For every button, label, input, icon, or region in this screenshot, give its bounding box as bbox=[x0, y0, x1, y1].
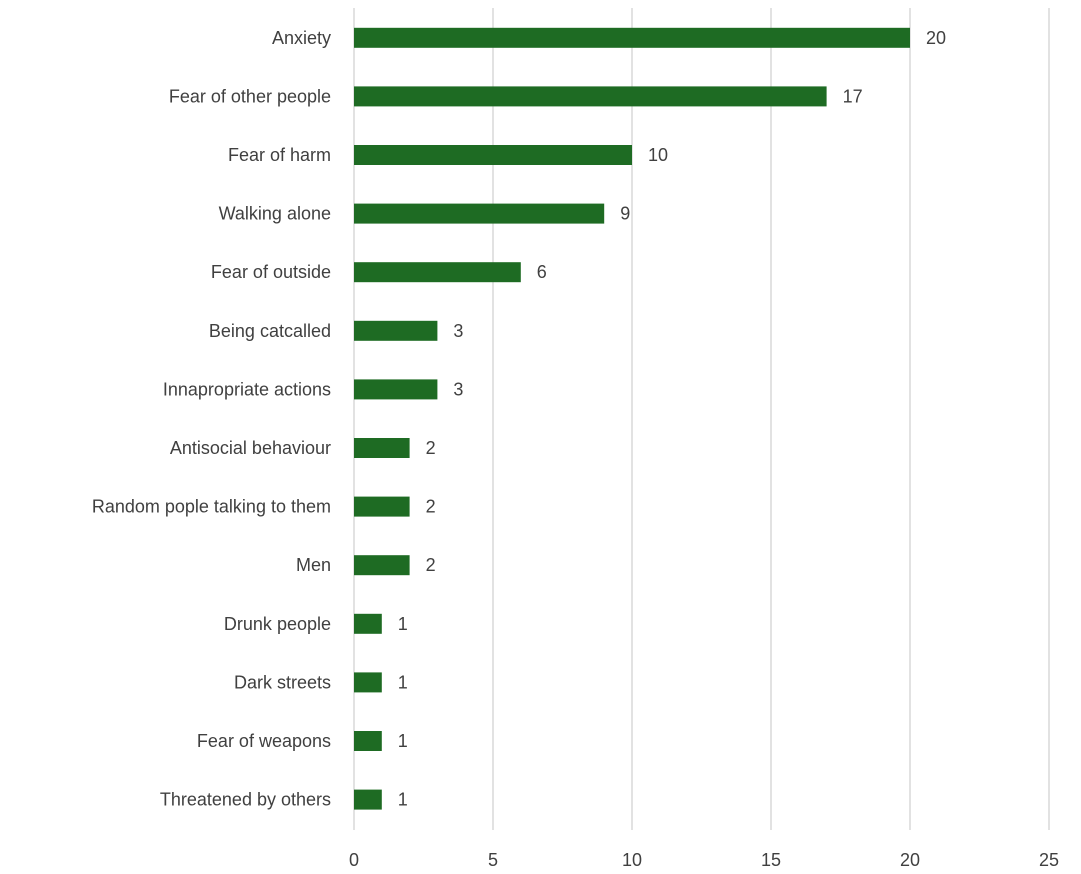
data-label: 1 bbox=[398, 614, 408, 634]
data-label: 1 bbox=[398, 672, 408, 692]
bar-4 bbox=[354, 262, 521, 283]
bar-9 bbox=[354, 555, 410, 576]
bar-1 bbox=[354, 86, 827, 107]
category-labels: Anxiety Fear of other people Fear of harm W… bbox=[92, 28, 331, 810]
bar-11 bbox=[354, 672, 382, 693]
bar-6 bbox=[354, 379, 438, 400]
category-label: Dark streets bbox=[234, 672, 331, 692]
bar-2 bbox=[354, 145, 632, 165]
data-label: 20 bbox=[926, 28, 946, 48]
category-label: Men bbox=[296, 555, 331, 575]
category-label: Threatened by others bbox=[160, 790, 331, 810]
category-label: Fear of harm bbox=[228, 145, 331, 165]
bar-8 bbox=[354, 496, 410, 517]
data-label: 17 bbox=[843, 86, 863, 106]
x-tick-label: 20 bbox=[900, 850, 920, 869]
bar-5 bbox=[354, 320, 438, 341]
category-label: Innapropriate actions bbox=[163, 379, 331, 399]
category-label: Walking alone bbox=[219, 204, 331, 224]
data-label: 3 bbox=[453, 379, 463, 399]
category-label: Being catcalled bbox=[209, 321, 331, 341]
gridlines bbox=[353, 8, 1050, 830]
data-label: 2 bbox=[426, 497, 436, 517]
bar-13 bbox=[354, 789, 382, 810]
data-label: 3 bbox=[453, 321, 463, 341]
data-label: 2 bbox=[426, 438, 436, 458]
category-label: Fear of outside bbox=[211, 262, 331, 282]
bar-3 bbox=[354, 203, 605, 224]
x-tick-label: 0 bbox=[349, 850, 359, 869]
category-label: Antisocial behaviour bbox=[170, 438, 331, 458]
data-label: 1 bbox=[398, 731, 408, 751]
data-label: 1 bbox=[398, 790, 408, 810]
data-label: 2 bbox=[426, 555, 436, 575]
bars bbox=[354, 27, 910, 810]
data-labels: 20 17 10 9 6 3 3 2 2 2 1 1 1 1 bbox=[398, 28, 946, 810]
bar-12 bbox=[354, 731, 382, 751]
category-label: Drunk people bbox=[224, 614, 331, 634]
bar-0 bbox=[354, 27, 910, 48]
category-label: Fear of other people bbox=[169, 86, 331, 106]
x-tick-labels: 0 5 10 15 20 25 bbox=[349, 850, 1059, 870]
category-label: Anxiety bbox=[272, 28, 331, 48]
data-label: 6 bbox=[537, 262, 547, 282]
x-tick-label: 10 bbox=[622, 850, 642, 869]
x-tick-label: 5 bbox=[488, 850, 498, 869]
bar-7 bbox=[354, 438, 410, 458]
x-tick-label: 25 bbox=[1039, 850, 1059, 869]
category-label: Fear of weapons bbox=[197, 731, 331, 751]
x-tick-label: 15 bbox=[761, 850, 781, 869]
data-label: 9 bbox=[620, 204, 630, 224]
data-label: 10 bbox=[648, 145, 668, 165]
category-label: Random pople talking to them bbox=[92, 497, 331, 517]
bar-10 bbox=[354, 613, 382, 634]
